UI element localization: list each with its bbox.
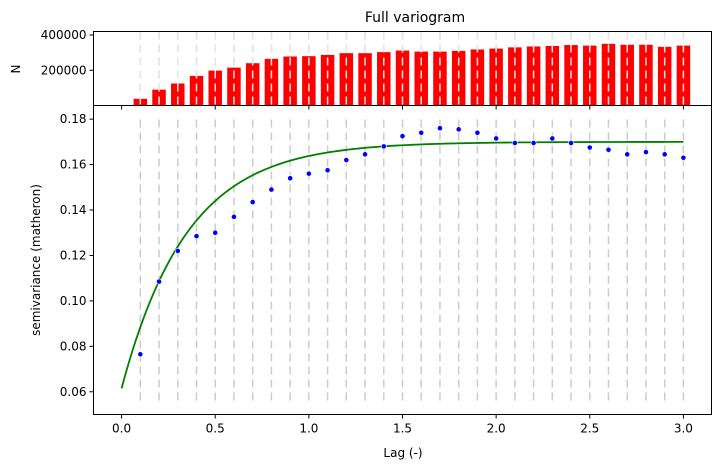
- experimental-point: [493, 135, 500, 142]
- experimental-point: [268, 186, 275, 193]
- x-tick-label: 0.5: [206, 422, 225, 436]
- experimental-point: [680, 154, 687, 161]
- y-tick-label: 0.12: [60, 248, 87, 262]
- bin-count-bar: [302, 56, 316, 106]
- bin-count-bar: [320, 54, 335, 106]
- y-tick-label: 0.16: [60, 158, 87, 172]
- experimental-point: [511, 140, 518, 146]
- experimental-point: [474, 129, 481, 136]
- experimental-point: [212, 229, 219, 236]
- bin-count-panel: 200000 400000 N: [9, 28, 712, 106]
- bin-count-bar: [358, 53, 372, 106]
- experimental-points: [137, 125, 687, 358]
- y-tick-label: 0.08: [60, 339, 87, 353]
- bin-count-bar: [264, 58, 279, 106]
- top-y-axis-title: N: [9, 65, 23, 74]
- experimental-point: [324, 167, 331, 174]
- variogram-model-line: [120, 141, 684, 389]
- experimental-point: [362, 151, 368, 158]
- top-y-ticks: 200000 400000: [41, 28, 94, 77]
- y-axis-title: semivariance (matheron): [29, 184, 43, 336]
- experimental-point: [249, 199, 256, 205]
- top-y-tick-label: 200000: [41, 63, 87, 77]
- bin-count-bars: [133, 31, 691, 106]
- bin-count-bar: [377, 52, 391, 106]
- x-tick-label: 3.0: [674, 422, 693, 436]
- main-grid-lines: [139, 119, 685, 401]
- top-y-tick-label: 400000: [41, 28, 87, 42]
- x-tick-label: 1.5: [393, 422, 412, 436]
- experimental-point: [586, 144, 593, 151]
- y-tick-label: 0.18: [60, 112, 87, 126]
- experimental-point: [193, 233, 200, 240]
- experimental-point: [418, 129, 425, 136]
- y-tick-label: 0.14: [60, 203, 87, 217]
- bin-count-bar: [283, 56, 297, 106]
- x-axis-title: Lag (-): [383, 446, 422, 460]
- experimental-point: [624, 151, 631, 158]
- experimental-point: [231, 213, 237, 220]
- experimental-point: [399, 133, 406, 140]
- x-ticks: 0.0 0.5 1.0 1.5 2.0 2.5 3.0: [112, 105, 693, 436]
- experimental-point: [661, 151, 668, 158]
- x-tick-label: 2.5: [580, 422, 599, 436]
- experimental-point: [343, 157, 350, 163]
- bin-count-bar: [339, 53, 354, 106]
- y-tick-label: 0.06: [60, 385, 87, 399]
- main-panel-frame: [93, 105, 712, 415]
- y-tick-label: 0.10: [60, 294, 87, 308]
- experimental-point: [287, 175, 294, 182]
- experimental-point: [174, 248, 181, 254]
- experimental-point: [530, 140, 537, 146]
- experimental-point: [568, 140, 574, 146]
- bin-count-bar: [171, 83, 185, 106]
- experimental-point: [643, 149, 649, 155]
- experimental-point: [380, 143, 387, 150]
- chart-title: Full variogram: [365, 10, 465, 26]
- bin-count-bar: [414, 51, 428, 106]
- experimental-point: [549, 135, 556, 142]
- x-tick-label: 1.0: [299, 422, 318, 436]
- experimental-point: [455, 126, 462, 133]
- x-tick-label: 0.0: [112, 422, 131, 436]
- bin-count-bar: [433, 51, 447, 106]
- experimental-point: [156, 278, 162, 285]
- experimental-point: [605, 146, 612, 153]
- experimental-point: [437, 125, 443, 132]
- experimental-point: [137, 351, 144, 358]
- semivariance-panel: 0.0 0.5 1.0 1.5 2.0 2.5 3.0 0.060.080.100.120.…: [29, 105, 712, 460]
- y-ticks: 0.06 0.08 0.10 0.12 0.14 0.16 0.18: [60, 112, 94, 399]
- experimental-point: [305, 170, 312, 177]
- x-tick-label: 2.0: [487, 422, 506, 436]
